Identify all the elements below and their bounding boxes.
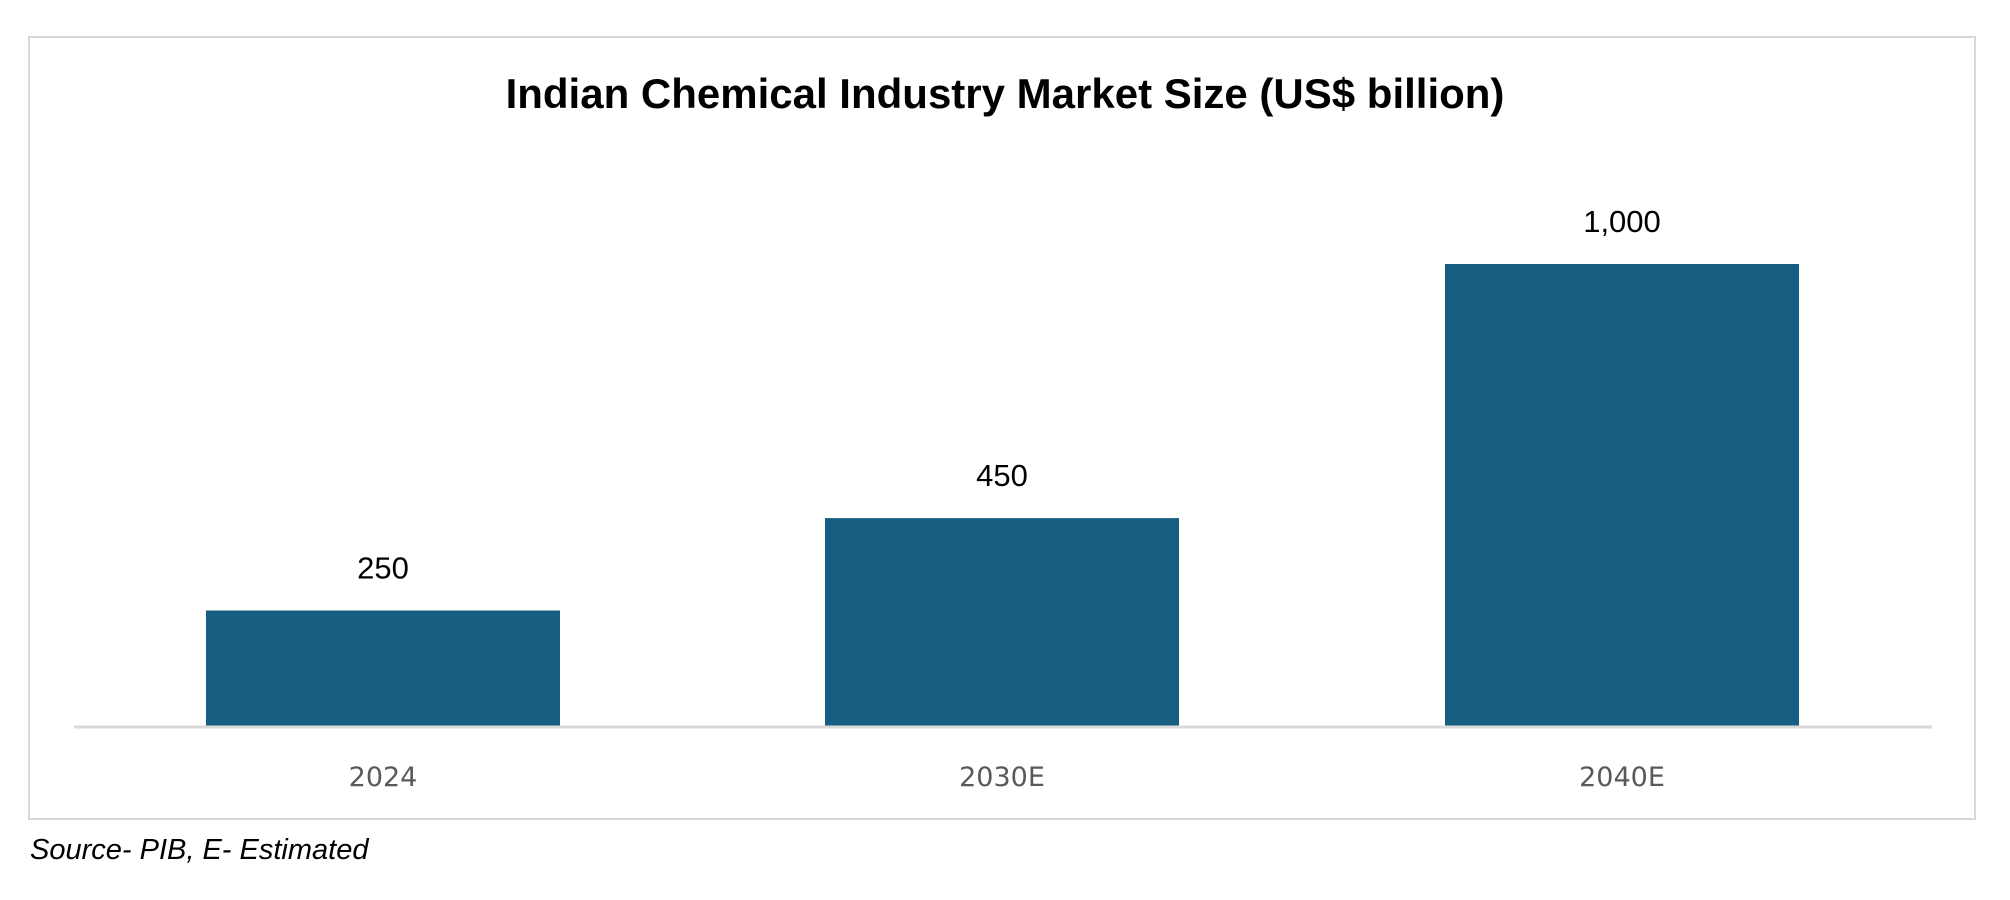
bar-2040E bbox=[1445, 264, 1799, 726]
data-label: 250 bbox=[357, 551, 409, 586]
x-tick-label: 2040E bbox=[1579, 762, 1665, 793]
x-tick-label: 2024 bbox=[349, 762, 418, 793]
chart-frame bbox=[28, 36, 1976, 820]
data-label: 450 bbox=[976, 458, 1028, 493]
bar-2030E bbox=[825, 518, 1179, 726]
data-label: 1,000 bbox=[1583, 204, 1661, 239]
source-note: Source- PIB, E- Estimated bbox=[30, 834, 369, 866]
x-tick-label: 2030E bbox=[959, 762, 1045, 793]
chart-title: Indian Chemical Industry Market Size (US… bbox=[505, 70, 1505, 117]
bar-2024 bbox=[206, 610, 560, 726]
